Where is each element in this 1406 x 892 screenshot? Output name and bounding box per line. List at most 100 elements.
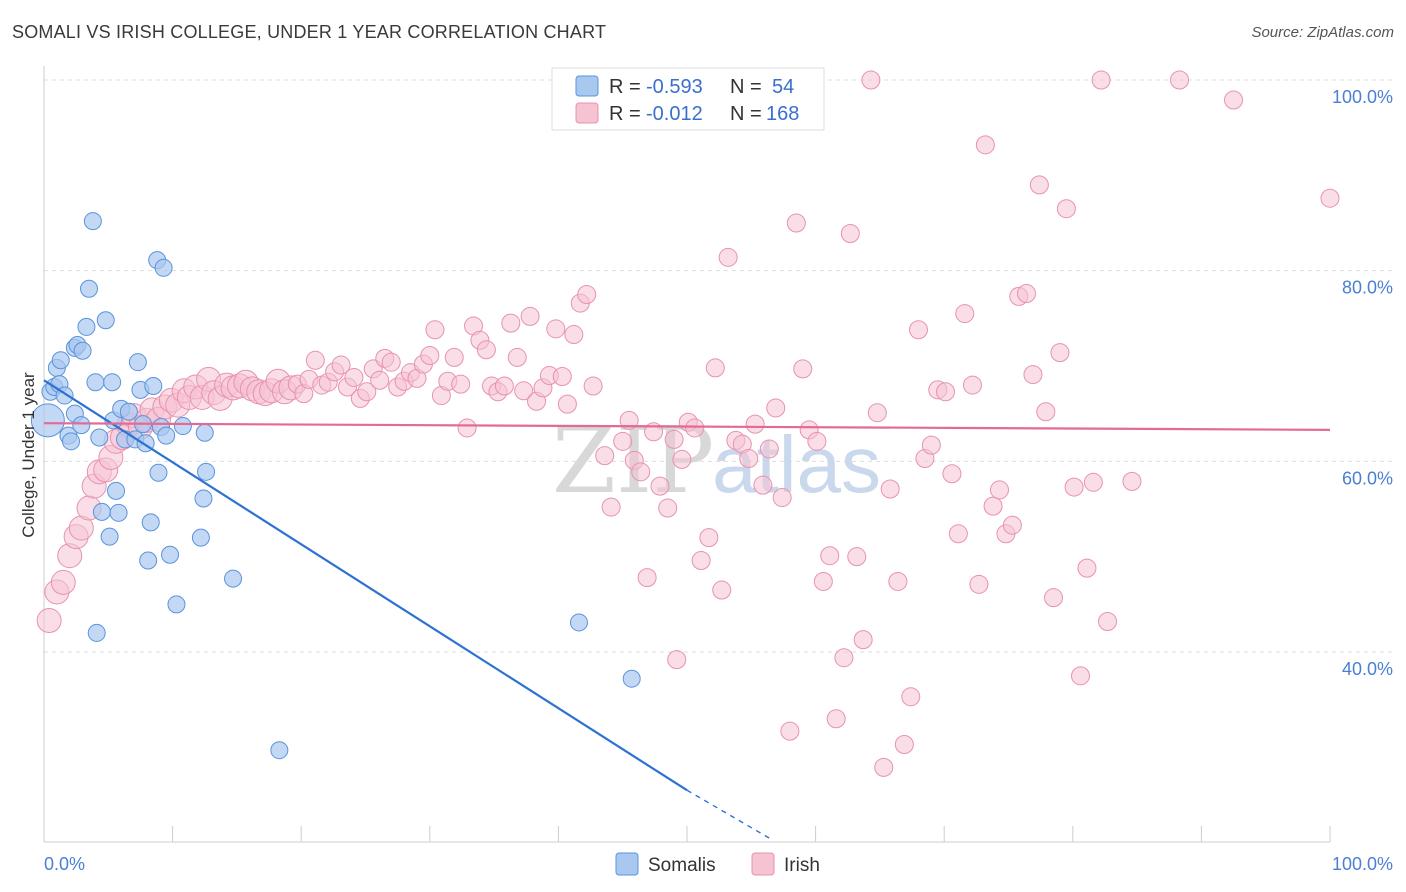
legend-somali-r-value: -0.593 [646, 76, 703, 98]
y-tick-label-60: 60.0% [1342, 468, 1393, 488]
irish-point [691, 550, 711, 570]
y-tick-label-80: 80.0% [1342, 278, 1393, 298]
somali-point [109, 503, 128, 522]
irish-point [983, 496, 1003, 516]
irish-points [36, 70, 1340, 777]
bottom-legend-somali-swatch [615, 852, 639, 876]
somali-point [161, 545, 180, 564]
irish-point [305, 350, 325, 370]
irish-point [557, 394, 577, 414]
somali-point [90, 428, 109, 447]
irish-point [921, 435, 941, 455]
irish-point [1091, 70, 1111, 90]
irish-point [874, 757, 894, 777]
somali-point [173, 417, 192, 436]
irish-point [1029, 175, 1049, 195]
irish-point [637, 568, 657, 588]
irish-point [772, 488, 792, 508]
irish-point [507, 347, 527, 367]
somali-point [107, 481, 126, 500]
bottom-legend-irish-swatch [751, 852, 775, 876]
somali-point [83, 212, 102, 231]
somali-point [157, 426, 176, 445]
somali-point [194, 489, 213, 508]
irish-point [667, 650, 687, 670]
x-tick-label-100: 100.0% [1332, 854, 1393, 874]
x-tick-label-0: 0.0% [44, 854, 85, 874]
legend-irish-n-label: N = [730, 103, 762, 125]
irish-point [1071, 666, 1091, 686]
irish-point [780, 721, 800, 741]
somali-point [167, 595, 186, 614]
series-legend: Somalis Irish [615, 852, 820, 876]
somali-point [191, 528, 210, 547]
somali-point [51, 351, 70, 370]
somali-point [72, 416, 91, 435]
tick-labels: 100.0% 80.0% 60.0% 40.0% 0.0% 100.0% [44, 87, 1393, 874]
irish-point [888, 571, 908, 591]
irish-point [1064, 477, 1084, 497]
somali-point [100, 527, 119, 546]
somali-point [197, 462, 216, 481]
irish-point [718, 247, 738, 267]
irish-point [1017, 284, 1037, 304]
irish-point [901, 687, 921, 707]
irish-point [1320, 188, 1340, 208]
somali-point [195, 423, 214, 442]
irish-point [476, 340, 496, 360]
irish-point [613, 431, 633, 451]
somali-trend-extension [686, 789, 771, 840]
irish-trend-line [43, 422, 1331, 431]
irish-point [1023, 365, 1043, 385]
legend-irish-swatch [575, 102, 599, 124]
irish-point [564, 325, 584, 345]
irish-point [948, 524, 968, 544]
legend-somali-n-value: 54 [772, 76, 794, 98]
irish-point [520, 306, 540, 326]
irish-point [457, 418, 477, 438]
irish-point [685, 418, 705, 438]
irish-point [813, 571, 833, 591]
somali-point [119, 402, 138, 421]
irish-point [1002, 515, 1022, 535]
irish-point [546, 319, 566, 339]
irish-point [631, 462, 651, 482]
somali-point [30, 403, 65, 438]
somali-point [622, 669, 641, 688]
irish-point [867, 403, 887, 423]
irish-point [705, 358, 725, 378]
somali-point [86, 373, 105, 392]
irish-point [658, 498, 678, 518]
somali-point [96, 311, 115, 330]
irish-point [36, 608, 62, 634]
irish-point [1050, 343, 1070, 363]
irish-point [451, 374, 471, 394]
irish-point [1224, 90, 1244, 110]
irish-point [1098, 611, 1118, 631]
irish-point [494, 376, 514, 396]
irish-point [880, 479, 900, 499]
irish-point [793, 359, 813, 379]
irish-point [370, 370, 390, 390]
legend-irish-r-value: -0.012 [646, 103, 703, 125]
y-tick-label-100: 100.0% [1332, 87, 1393, 107]
irish-point [1083, 472, 1103, 492]
legend-somali-n-label: N = [730, 76, 762, 98]
irish-point [759, 439, 779, 459]
irish-point [861, 70, 881, 90]
irish-point [420, 346, 440, 366]
legend-somali-r-label: R = [609, 76, 641, 98]
irish-point [745, 414, 765, 434]
irish-point [820, 546, 840, 566]
irish-point [942, 464, 962, 484]
irish-point [425, 320, 445, 340]
irish-point [853, 630, 873, 650]
irish-point [595, 446, 615, 466]
somali-point [128, 353, 147, 372]
legend-irish-r-label: R = [609, 103, 641, 125]
somali-point [77, 317, 96, 336]
irish-point [583, 376, 603, 396]
irish-point [786, 213, 806, 233]
irish-point [50, 569, 76, 595]
